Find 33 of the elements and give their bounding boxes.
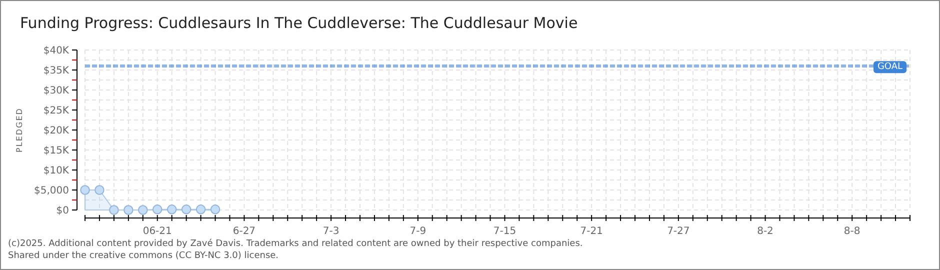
x-tick-label: 8-8	[844, 226, 860, 237]
text: (c)2025. Additional content provided by Zavé Davis. Trademarks and related content are owned by their respective companies.	[8, 238, 583, 249]
x-tick-label: 06-21	[142, 226, 172, 237]
x-tick-label: 7-27	[667, 226, 690, 237]
x-tick-label: 7-3	[322, 226, 340, 237]
point	[124, 205, 134, 215]
point	[80, 185, 90, 195]
point	[166, 204, 177, 214]
ref-line-label: GOAL	[877, 62, 903, 72]
y-tick-label: $5,000	[34, 186, 69, 196]
point	[152, 204, 162, 214]
point	[109, 205, 119, 215]
y-tick-label: $25K	[43, 106, 70, 116]
point	[210, 204, 220, 214]
y-tick-label: $15K	[43, 146, 70, 156]
x-tick-label: 7-21	[580, 226, 603, 237]
x-tick-label: 7-9	[410, 226, 426, 237]
x-tick-label: 6-27	[232, 226, 256, 237]
point	[94, 185, 104, 195]
text: Shared under the creative commons (CC BY-NC 3.0) license.	[8, 251, 279, 261]
point	[196, 204, 206, 214]
x-tick-label: 7-15	[493, 226, 516, 237]
y-tick-label: $20K	[43, 126, 70, 136]
point	[181, 204, 192, 214]
point	[138, 205, 148, 215]
y-tick-label: $10K	[43, 166, 70, 176]
chart-title: Funding Progress: Cuddlesaurs In The Cuddleverse: The Cuddlesaur Movie	[20, 14, 578, 32]
y-tick-label: $40K	[43, 46, 70, 56]
y-tick-label: $0	[56, 206, 69, 216]
y-tick-label: $30K	[43, 86, 70, 96]
y-axis-title: PLEDGED	[15, 108, 24, 152]
x-tick-label: 8-2	[757, 226, 774, 237]
y-tick-label: $35K	[43, 66, 70, 76]
